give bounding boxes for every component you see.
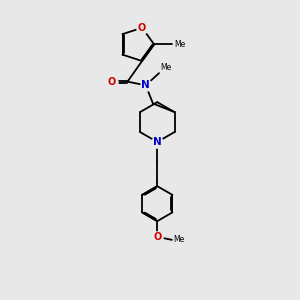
Text: Me: Me [173, 235, 185, 244]
Text: Me: Me [160, 63, 172, 72]
Text: O: O [153, 232, 161, 242]
Text: O: O [138, 23, 146, 33]
Text: N: N [153, 137, 162, 147]
Text: N: N [141, 80, 150, 90]
Text: Me: Me [174, 40, 185, 49]
Text: O: O [108, 77, 116, 87]
